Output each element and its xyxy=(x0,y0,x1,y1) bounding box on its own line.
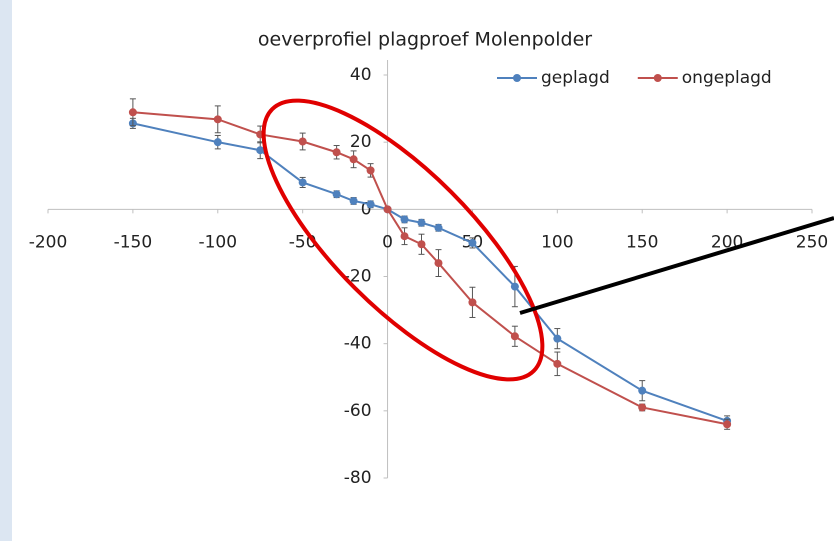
point xyxy=(417,240,426,249)
y-tick-label: -40 xyxy=(344,334,372,354)
point xyxy=(434,223,443,232)
point xyxy=(553,359,562,368)
point xyxy=(468,298,477,307)
point xyxy=(213,115,222,124)
point xyxy=(298,137,307,146)
point xyxy=(417,218,426,227)
point xyxy=(383,205,392,214)
point xyxy=(468,238,477,247)
series-line xyxy=(132,111,728,426)
side-strip xyxy=(0,0,12,541)
y-tick-label: -60 xyxy=(344,401,372,421)
point xyxy=(638,386,647,395)
chart-area xyxy=(12,0,834,541)
point xyxy=(553,334,562,343)
legend-item: ongeplagd xyxy=(637,68,772,88)
point xyxy=(298,178,307,187)
point xyxy=(510,332,519,341)
highlight-ellipse xyxy=(261,98,545,382)
pointer-line xyxy=(519,216,834,315)
x-tick-label: 150 xyxy=(626,232,658,252)
y-tick-label: -80 xyxy=(344,468,372,488)
point xyxy=(366,200,375,209)
point xyxy=(434,259,443,268)
legend-marker xyxy=(653,74,662,82)
point xyxy=(332,190,341,199)
point xyxy=(349,155,358,164)
point xyxy=(332,148,341,157)
y-tick-label: 40 xyxy=(350,65,372,85)
plot: -200-150-100-50050100150200250-80-60-40-… xyxy=(29,60,828,488)
point xyxy=(510,282,519,291)
point xyxy=(638,403,647,412)
point xyxy=(256,146,265,155)
x-tick-label: -100 xyxy=(198,232,237,252)
x-tick-label: 100 xyxy=(541,232,573,252)
point xyxy=(349,196,358,205)
point xyxy=(400,215,409,224)
x-tick-label: -200 xyxy=(29,232,68,252)
x-tick-label: 0 xyxy=(382,232,393,252)
x-tick-label: 250 xyxy=(796,232,828,252)
legend-label: ongeplagd xyxy=(682,68,772,88)
y-tick-label: 0 xyxy=(361,199,372,219)
legend-label: geplagd xyxy=(541,68,610,88)
y-tick-label: 20 xyxy=(350,132,372,152)
point xyxy=(400,232,409,241)
chart-title: oeverprofiel plagproef Molenpolder xyxy=(258,29,592,51)
point xyxy=(213,138,222,147)
legend-marker xyxy=(513,74,521,82)
x-tick-label: -150 xyxy=(114,232,153,252)
legend-item: geplagd xyxy=(497,68,610,88)
point xyxy=(128,108,137,117)
point xyxy=(366,166,375,175)
point xyxy=(723,420,732,429)
